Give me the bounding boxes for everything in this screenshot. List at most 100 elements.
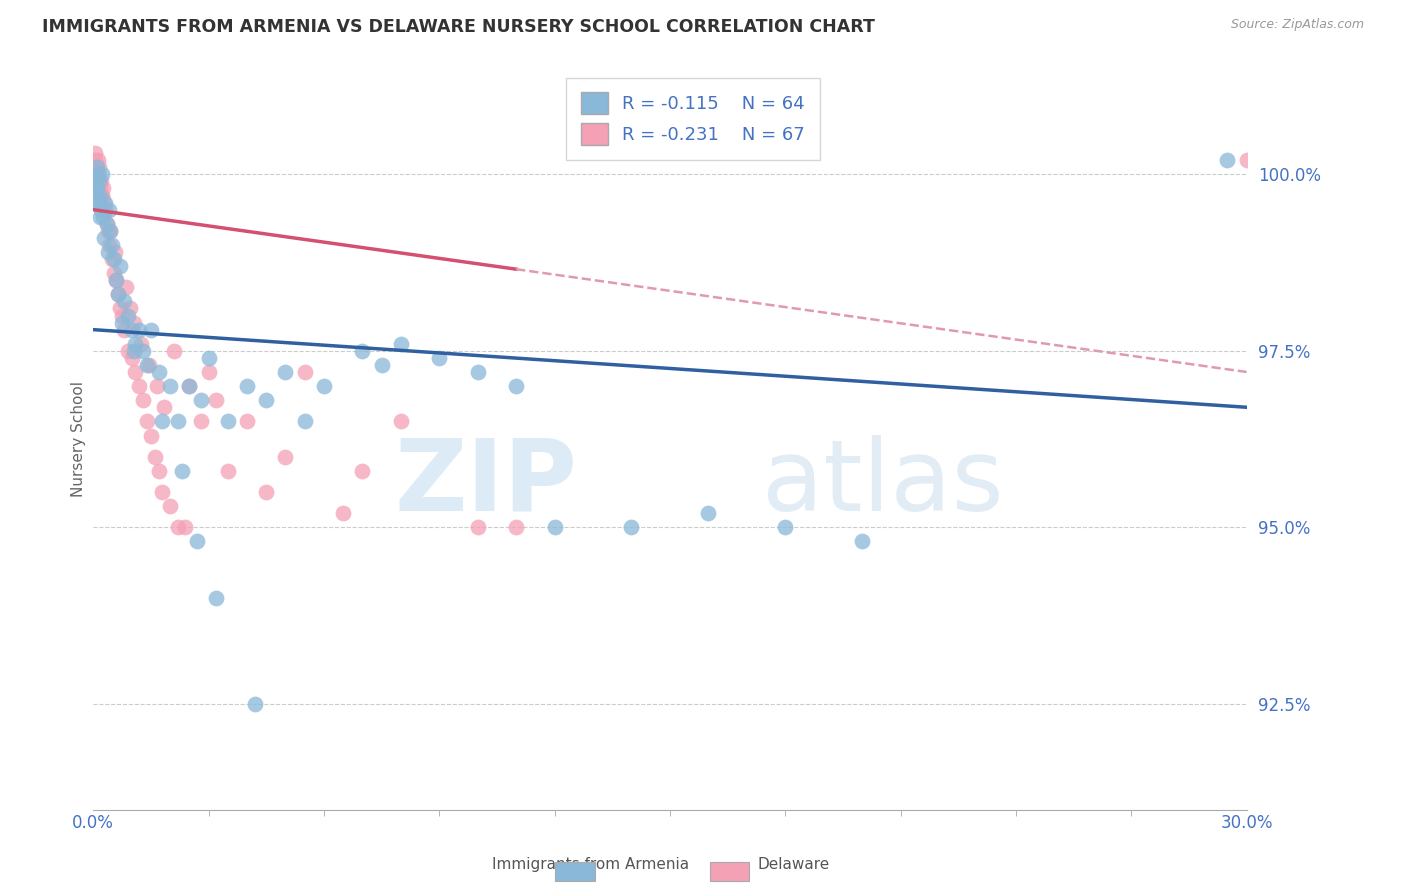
Point: [103, 266, 125, 280]
Point: [91, 188, 114, 202]
Point: [505, 379, 527, 393]
Point: [136, 358, 159, 372]
Point: [87, 167, 110, 181]
Point: [86, 167, 108, 181]
Point: [105, 273, 128, 287]
Point: [136, 414, 159, 428]
Point: [100, 224, 122, 238]
Point: [128, 323, 150, 337]
Point: [352, 464, 374, 478]
Text: Immigrants from Armenia: Immigrants from Armenia: [492, 857, 689, 872]
Point: [96, 217, 118, 231]
Point: [89, 181, 111, 195]
Point: [312, 379, 335, 393]
Point: [107, 287, 129, 301]
Point: [84, 174, 107, 188]
Point: [159, 379, 181, 393]
Point: [217, 414, 239, 428]
Point: [107, 287, 129, 301]
Point: [101, 238, 124, 252]
Point: [103, 252, 125, 266]
Point: [254, 393, 277, 408]
Point: [370, 358, 392, 372]
Point: [190, 393, 212, 408]
Point: [1236, 153, 1258, 168]
Point: [112, 323, 135, 337]
Point: [179, 379, 201, 393]
Point: [122, 343, 145, 358]
Point: [217, 464, 239, 478]
Point: [148, 365, 170, 379]
Point: [505, 520, 527, 534]
Point: [697, 506, 720, 520]
Point: [111, 309, 134, 323]
Point: [83, 153, 105, 168]
Point: [620, 520, 643, 534]
Point: [93, 195, 115, 210]
Point: [467, 365, 489, 379]
Point: [93, 195, 115, 210]
Text: atlas: atlas: [762, 435, 1004, 532]
Point: [205, 591, 228, 605]
Point: [205, 393, 228, 408]
Point: [153, 401, 176, 415]
Point: [86, 181, 108, 195]
Point: [148, 464, 170, 478]
Point: [294, 365, 316, 379]
Point: [236, 379, 259, 393]
Point: [274, 450, 297, 464]
Point: [97, 245, 120, 260]
Point: [389, 414, 412, 428]
Point: [112, 294, 135, 309]
Text: Delaware: Delaware: [758, 857, 830, 872]
Point: [84, 161, 107, 175]
Point: [90, 174, 112, 188]
Point: [166, 414, 188, 428]
Point: [97, 224, 120, 238]
Point: [143, 450, 166, 464]
Point: [197, 351, 219, 365]
Point: [93, 202, 115, 217]
Point: [190, 414, 212, 428]
Point: [100, 224, 122, 238]
Point: [145, 379, 167, 393]
Point: [543, 520, 565, 534]
Point: [87, 195, 110, 210]
Point: [84, 161, 107, 175]
Point: [93, 231, 115, 245]
Point: [129, 336, 152, 351]
Point: [150, 485, 173, 500]
Point: [124, 365, 146, 379]
Point: [111, 316, 134, 330]
Point: [170, 464, 193, 478]
Point: [124, 336, 146, 351]
Point: [87, 174, 110, 188]
Point: [128, 379, 150, 393]
Point: [90, 202, 112, 217]
Point: [332, 506, 354, 520]
Point: [98, 238, 121, 252]
Point: [101, 252, 124, 266]
Point: [294, 414, 316, 428]
Point: [166, 520, 188, 534]
Point: [94, 202, 117, 217]
Point: [86, 188, 108, 202]
Point: [274, 365, 297, 379]
Text: IMMIGRANTS FROM ARMENIA VS DELAWARE NURSERY SCHOOL CORRELATION CHART: IMMIGRANTS FROM ARMENIA VS DELAWARE NURS…: [42, 18, 875, 36]
Point: [352, 343, 374, 358]
Point: [138, 358, 160, 372]
Point: [84, 146, 107, 161]
Point: [87, 174, 110, 188]
Point: [87, 153, 110, 168]
Point: [121, 323, 143, 337]
Point: [163, 343, 186, 358]
Point: [159, 499, 181, 513]
Point: [117, 309, 139, 323]
Point: [104, 245, 127, 260]
Point: [108, 301, 131, 316]
Point: [87, 174, 110, 188]
Point: [90, 188, 112, 202]
Point: [89, 188, 111, 202]
Point: [86, 161, 108, 175]
Point: [97, 202, 120, 217]
